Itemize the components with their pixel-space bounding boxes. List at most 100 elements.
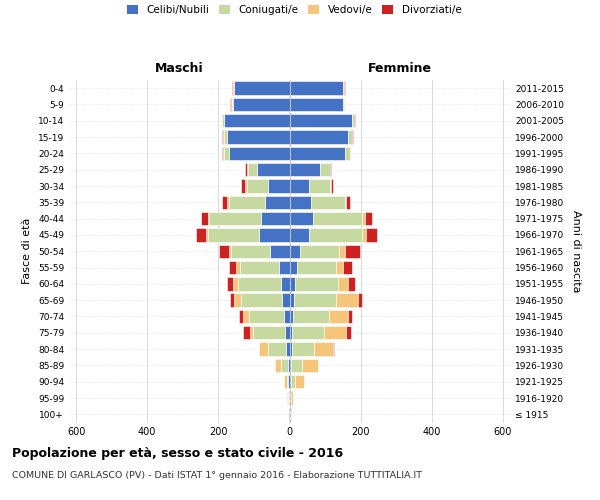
Bar <box>245 180 247 192</box>
Bar <box>265 196 290 209</box>
Bar <box>243 326 250 340</box>
Bar <box>221 114 222 128</box>
Bar <box>352 130 353 144</box>
Bar <box>229 196 265 209</box>
Bar <box>300 244 339 258</box>
Bar <box>309 180 331 192</box>
Bar <box>290 212 313 226</box>
Bar <box>290 408 291 421</box>
Bar <box>290 130 348 144</box>
Bar <box>313 212 362 226</box>
Bar <box>232 98 233 111</box>
Bar <box>331 180 333 192</box>
Bar <box>200 212 208 226</box>
Bar <box>223 130 224 144</box>
Bar <box>238 277 281 290</box>
Bar <box>227 196 229 209</box>
Bar <box>290 326 292 340</box>
Bar <box>231 98 232 111</box>
Bar <box>248 163 257 176</box>
Bar <box>293 310 329 323</box>
Text: Maschi: Maschi <box>155 62 203 75</box>
Bar <box>344 196 346 209</box>
Bar <box>259 342 268 356</box>
Bar <box>289 375 290 388</box>
Bar <box>344 82 345 95</box>
Bar <box>354 114 355 128</box>
Bar <box>362 228 366 241</box>
Bar <box>231 244 270 258</box>
Bar <box>346 326 351 340</box>
Bar <box>291 392 293 404</box>
Bar <box>247 163 248 176</box>
Bar <box>336 261 343 274</box>
Bar <box>290 342 292 356</box>
Bar <box>320 163 329 176</box>
Bar <box>366 228 377 241</box>
Bar <box>290 163 320 176</box>
Bar <box>338 277 348 290</box>
Bar <box>290 146 344 160</box>
Bar <box>222 114 224 128</box>
Bar <box>281 277 290 290</box>
Bar <box>288 392 289 404</box>
Bar <box>287 392 288 404</box>
Bar <box>309 228 362 241</box>
Bar <box>208 212 209 226</box>
Bar <box>289 392 290 404</box>
Legend: Celibi/Nubili, Coniugati/e, Vedovi/e, Divorziati/e: Celibi/Nubili, Coniugati/e, Vedovi/e, Di… <box>127 5 461 15</box>
Bar <box>235 82 290 95</box>
Y-axis label: Fasce di età: Fasce di età <box>22 218 32 284</box>
Bar <box>287 375 289 388</box>
Bar <box>352 114 353 128</box>
Bar <box>268 342 286 356</box>
Bar <box>325 326 346 340</box>
Bar <box>344 244 359 258</box>
Bar <box>241 180 245 192</box>
Bar <box>247 180 268 192</box>
Bar <box>290 392 291 404</box>
Bar <box>294 294 337 307</box>
Bar <box>275 358 281 372</box>
Bar <box>346 196 350 209</box>
Text: Femmine: Femmine <box>368 62 432 75</box>
Bar <box>279 261 290 274</box>
Bar <box>290 375 291 388</box>
Bar <box>350 146 352 160</box>
Bar <box>248 310 284 323</box>
Bar <box>229 244 231 258</box>
Y-axis label: Anni di nascita: Anni di nascita <box>571 210 581 292</box>
Bar <box>236 261 240 274</box>
Bar <box>245 163 247 176</box>
Bar <box>241 294 283 307</box>
Bar <box>290 114 352 128</box>
Bar <box>223 146 224 160</box>
Bar <box>311 196 344 209</box>
Bar <box>290 244 300 258</box>
Bar <box>290 310 293 323</box>
Bar <box>235 294 241 307</box>
Bar <box>344 98 346 111</box>
Bar <box>281 358 288 372</box>
Bar <box>233 277 238 290</box>
Bar <box>259 228 290 241</box>
Bar <box>295 277 338 290</box>
Bar <box>232 82 233 95</box>
Bar <box>348 130 352 144</box>
Bar <box>286 342 290 356</box>
Bar <box>229 261 236 274</box>
Bar <box>291 358 302 372</box>
Bar <box>292 326 325 340</box>
Bar <box>196 228 206 241</box>
Bar <box>224 114 290 128</box>
Bar <box>209 212 261 226</box>
Bar <box>253 326 285 340</box>
Bar <box>329 163 331 176</box>
Bar <box>348 277 355 290</box>
Bar <box>239 310 243 323</box>
Text: Popolazione per età, sesso e stato civile - 2016: Popolazione per età, sesso e stato civil… <box>12 448 343 460</box>
Bar <box>288 358 290 372</box>
Bar <box>240 261 279 274</box>
Bar <box>222 146 223 160</box>
Bar <box>302 358 318 372</box>
